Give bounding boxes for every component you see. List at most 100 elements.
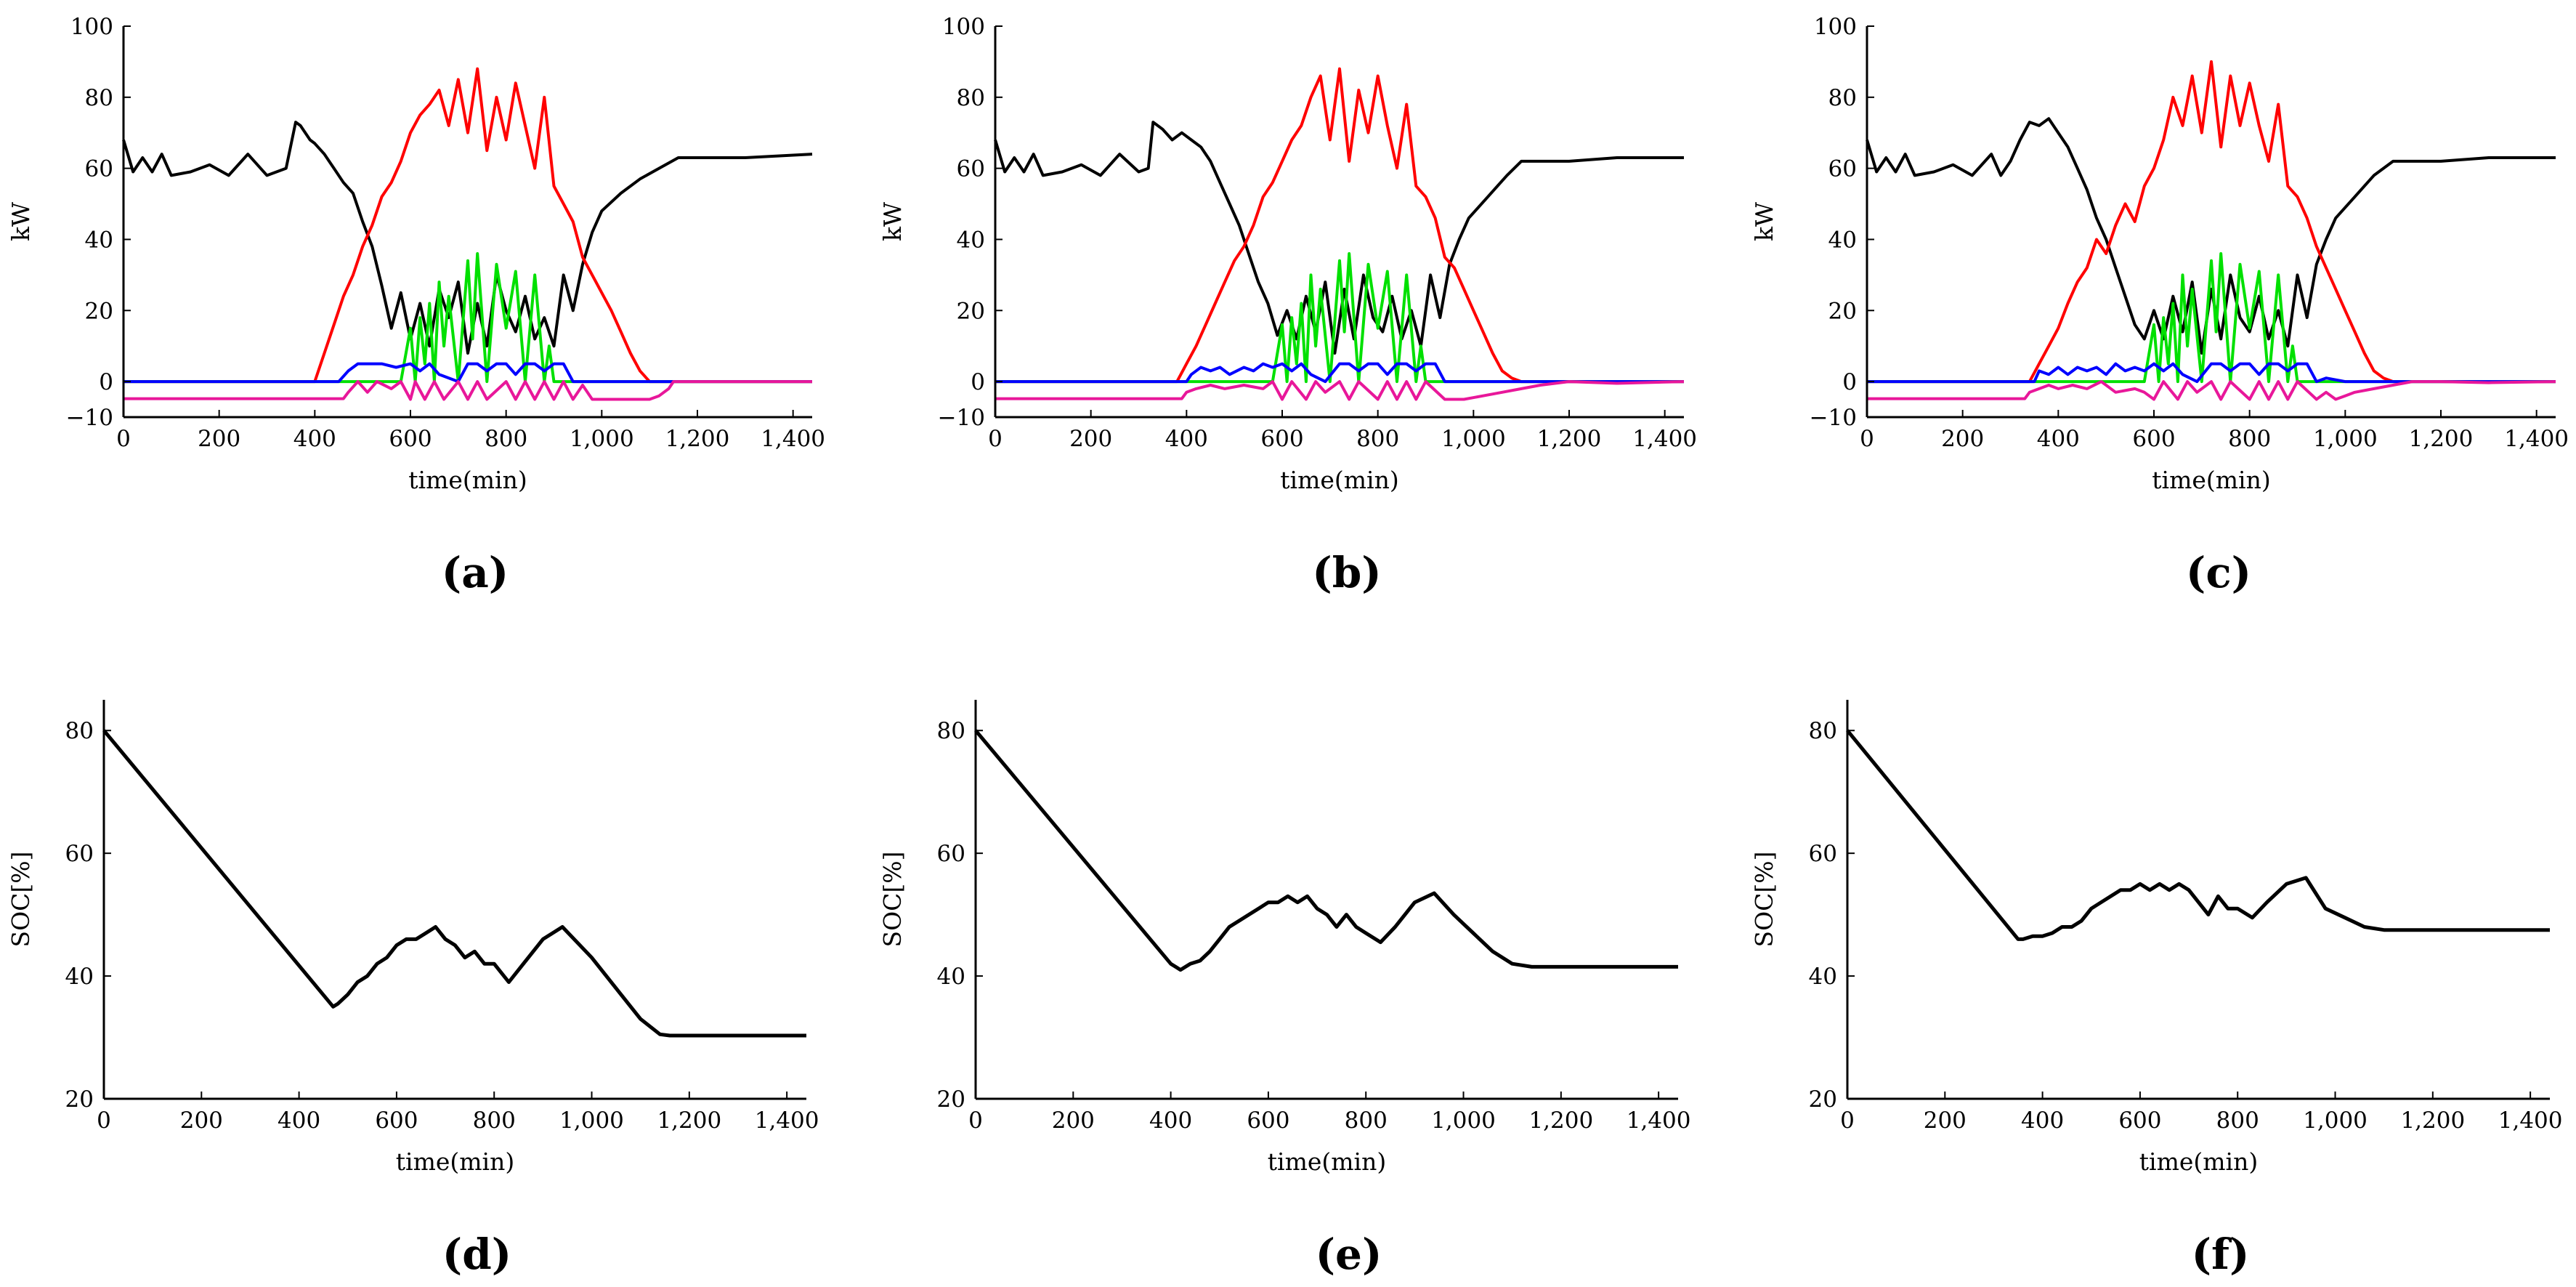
y-axis-label: SOC[%] bbox=[7, 851, 35, 947]
x-tick-label: 1,000 bbox=[1431, 1108, 1496, 1134]
series-line-battery bbox=[123, 362, 812, 384]
x-tick-label: 600 bbox=[389, 426, 432, 452]
x-tick-label: 1,200 bbox=[2409, 426, 2474, 452]
series-line-SOC bbox=[974, 729, 1678, 972]
y-tick-label: 40 bbox=[1809, 964, 1837, 990]
x-tick-label: 1,400 bbox=[2504, 426, 2569, 452]
x-tick-label: 1,400 bbox=[761, 426, 825, 452]
series-line-battery bbox=[1867, 362, 2556, 384]
x-tick-label: 800 bbox=[2228, 426, 2271, 452]
axes: 0 200 400 600 800 1,000 1,200 1,400 20 40 60 80 time… bbox=[7, 700, 819, 1176]
panel-label: (d) bbox=[442, 1230, 511, 1279]
series-line-grid bbox=[123, 380, 812, 401]
x-tick-label: 200 bbox=[198, 426, 240, 452]
y-tick-label: 20 bbox=[1828, 298, 1857, 324]
series-line-pv bbox=[995, 67, 1684, 384]
y-tick-label: 60 bbox=[65, 841, 94, 867]
y-tick-label: 20 bbox=[1809, 1086, 1837, 1113]
series-line-load bbox=[994, 121, 1684, 355]
series-line-surplus bbox=[1867, 252, 2556, 384]
x-tick-label: 1,400 bbox=[755, 1108, 819, 1134]
series-group bbox=[102, 729, 806, 1038]
panel-c: 0 200 400 600 800 1,000 1,200 1,400−10020406080… bbox=[1750, 14, 2569, 597]
y-tick-label: 60 bbox=[1809, 841, 1837, 867]
x-tick-label: 800 bbox=[485, 426, 527, 452]
y-tick-label: 20 bbox=[85, 298, 113, 324]
axes: 0 200 400 600 800 1,000 1,200 1,400−10020406080… bbox=[1750, 14, 2569, 494]
y-tick-label: 60 bbox=[957, 156, 985, 182]
x-tick-label: 0 bbox=[116, 426, 131, 452]
series-line-pv bbox=[123, 67, 812, 384]
x-tick-label: 200 bbox=[1052, 1108, 1095, 1134]
y-tick-label: 80 bbox=[85, 85, 113, 111]
panel-e: 0 200 400 600 800 1,000 1,200 1,400 20 40 60 80 time… bbox=[878, 700, 1691, 1279]
x-tick-label: 800 bbox=[2216, 1108, 2259, 1134]
panel-f: 0 200 400 600 800 1,000 1,200 1,400 20 40 60 80 time… bbox=[1750, 700, 2563, 1279]
x-axis-label: time(min) bbox=[2152, 466, 2271, 494]
x-tick-label: 0 bbox=[1860, 426, 1874, 452]
x-tick-label: 400 bbox=[293, 426, 336, 452]
x-tick-label: 400 bbox=[1165, 426, 1208, 452]
x-tick-label: 0 bbox=[1840, 1108, 1855, 1134]
y-tick-label: 80 bbox=[65, 718, 94, 744]
x-tick-label: 800 bbox=[1356, 426, 1399, 452]
y-tick-label: 40 bbox=[957, 227, 985, 253]
y-tick-label: −10 bbox=[66, 405, 113, 431]
series-line-grid bbox=[995, 380, 1685, 401]
y-tick-label: 80 bbox=[1809, 718, 1837, 744]
x-axis-label: time(min) bbox=[396, 1147, 515, 1176]
x-tick-label: 400 bbox=[278, 1108, 320, 1134]
y-tick-label: 20 bbox=[937, 1086, 965, 1113]
x-tick-label: 600 bbox=[1260, 426, 1303, 452]
y-tick-label: 100 bbox=[942, 14, 985, 40]
x-axis-label: time(min) bbox=[1268, 1147, 1387, 1176]
series-line-SOC bbox=[1846, 729, 2550, 941]
y-tick-label: 100 bbox=[1814, 14, 1857, 40]
y-tick-label: 60 bbox=[85, 156, 113, 182]
panel-label: (e) bbox=[1316, 1230, 1382, 1279]
series-line-load bbox=[1866, 117, 2556, 355]
x-tick-label: 1,400 bbox=[1632, 426, 1697, 452]
series-line-grid bbox=[1867, 380, 2556, 401]
x-tick-label: 400 bbox=[1149, 1108, 1192, 1134]
y-tick-label: 0 bbox=[1842, 369, 1857, 395]
x-tick-label: 200 bbox=[1069, 426, 1112, 452]
y-tick-label: 80 bbox=[957, 85, 985, 111]
x-tick-label: 800 bbox=[1345, 1108, 1388, 1134]
series-line-battery bbox=[995, 362, 1684, 384]
y-tick-label: 100 bbox=[70, 14, 113, 40]
y-tick-label: 80 bbox=[1828, 85, 1857, 111]
x-axis-label: time(min) bbox=[2139, 1147, 2259, 1176]
axes: 0 200 400 600 800 1,000 1,200 1,400 20 40 60 80 time… bbox=[878, 700, 1691, 1176]
x-tick-label: 0 bbox=[988, 426, 1003, 452]
x-tick-label: 200 bbox=[1941, 426, 1984, 452]
x-tick-label: 1,400 bbox=[2498, 1108, 2563, 1134]
axes: 0 200 400 600 800 1,000 1,200 1,400−10020406080… bbox=[878, 14, 1697, 494]
series-group bbox=[122, 67, 813, 401]
series-group bbox=[1846, 729, 2550, 941]
panel-a: 0 200 400 600 800 1,000 1,200 1,400−10020406080… bbox=[7, 14, 825, 597]
x-tick-label: 1,000 bbox=[2313, 426, 2378, 452]
x-tick-label: 1,000 bbox=[559, 1108, 624, 1134]
x-tick-label: 400 bbox=[2021, 1108, 2064, 1134]
y-tick-label: 0 bbox=[971, 369, 985, 395]
y-axis-label: SOC[%] bbox=[1750, 851, 1778, 947]
series-group bbox=[994, 67, 1685, 401]
y-axis-label: kW bbox=[878, 202, 907, 241]
y-tick-label: 40 bbox=[1828, 227, 1857, 253]
panel-label: (f) bbox=[2192, 1230, 2250, 1279]
x-tick-label: 800 bbox=[473, 1108, 516, 1134]
series-line-surplus bbox=[995, 252, 1684, 384]
x-tick-label: 0 bbox=[968, 1108, 983, 1134]
y-tick-label: 20 bbox=[957, 298, 985, 324]
series-line-pv bbox=[1867, 60, 2556, 384]
y-tick-label: 40 bbox=[65, 964, 94, 990]
x-tick-label: 200 bbox=[1924, 1108, 1967, 1134]
y-tick-label: 40 bbox=[937, 964, 965, 990]
x-tick-label: 1,000 bbox=[1441, 426, 1506, 452]
x-tick-label: 1,000 bbox=[570, 426, 634, 452]
x-axis-label: time(min) bbox=[1280, 466, 1399, 494]
series-line-SOC bbox=[102, 729, 806, 1038]
panel-label: (c) bbox=[2186, 548, 2251, 597]
